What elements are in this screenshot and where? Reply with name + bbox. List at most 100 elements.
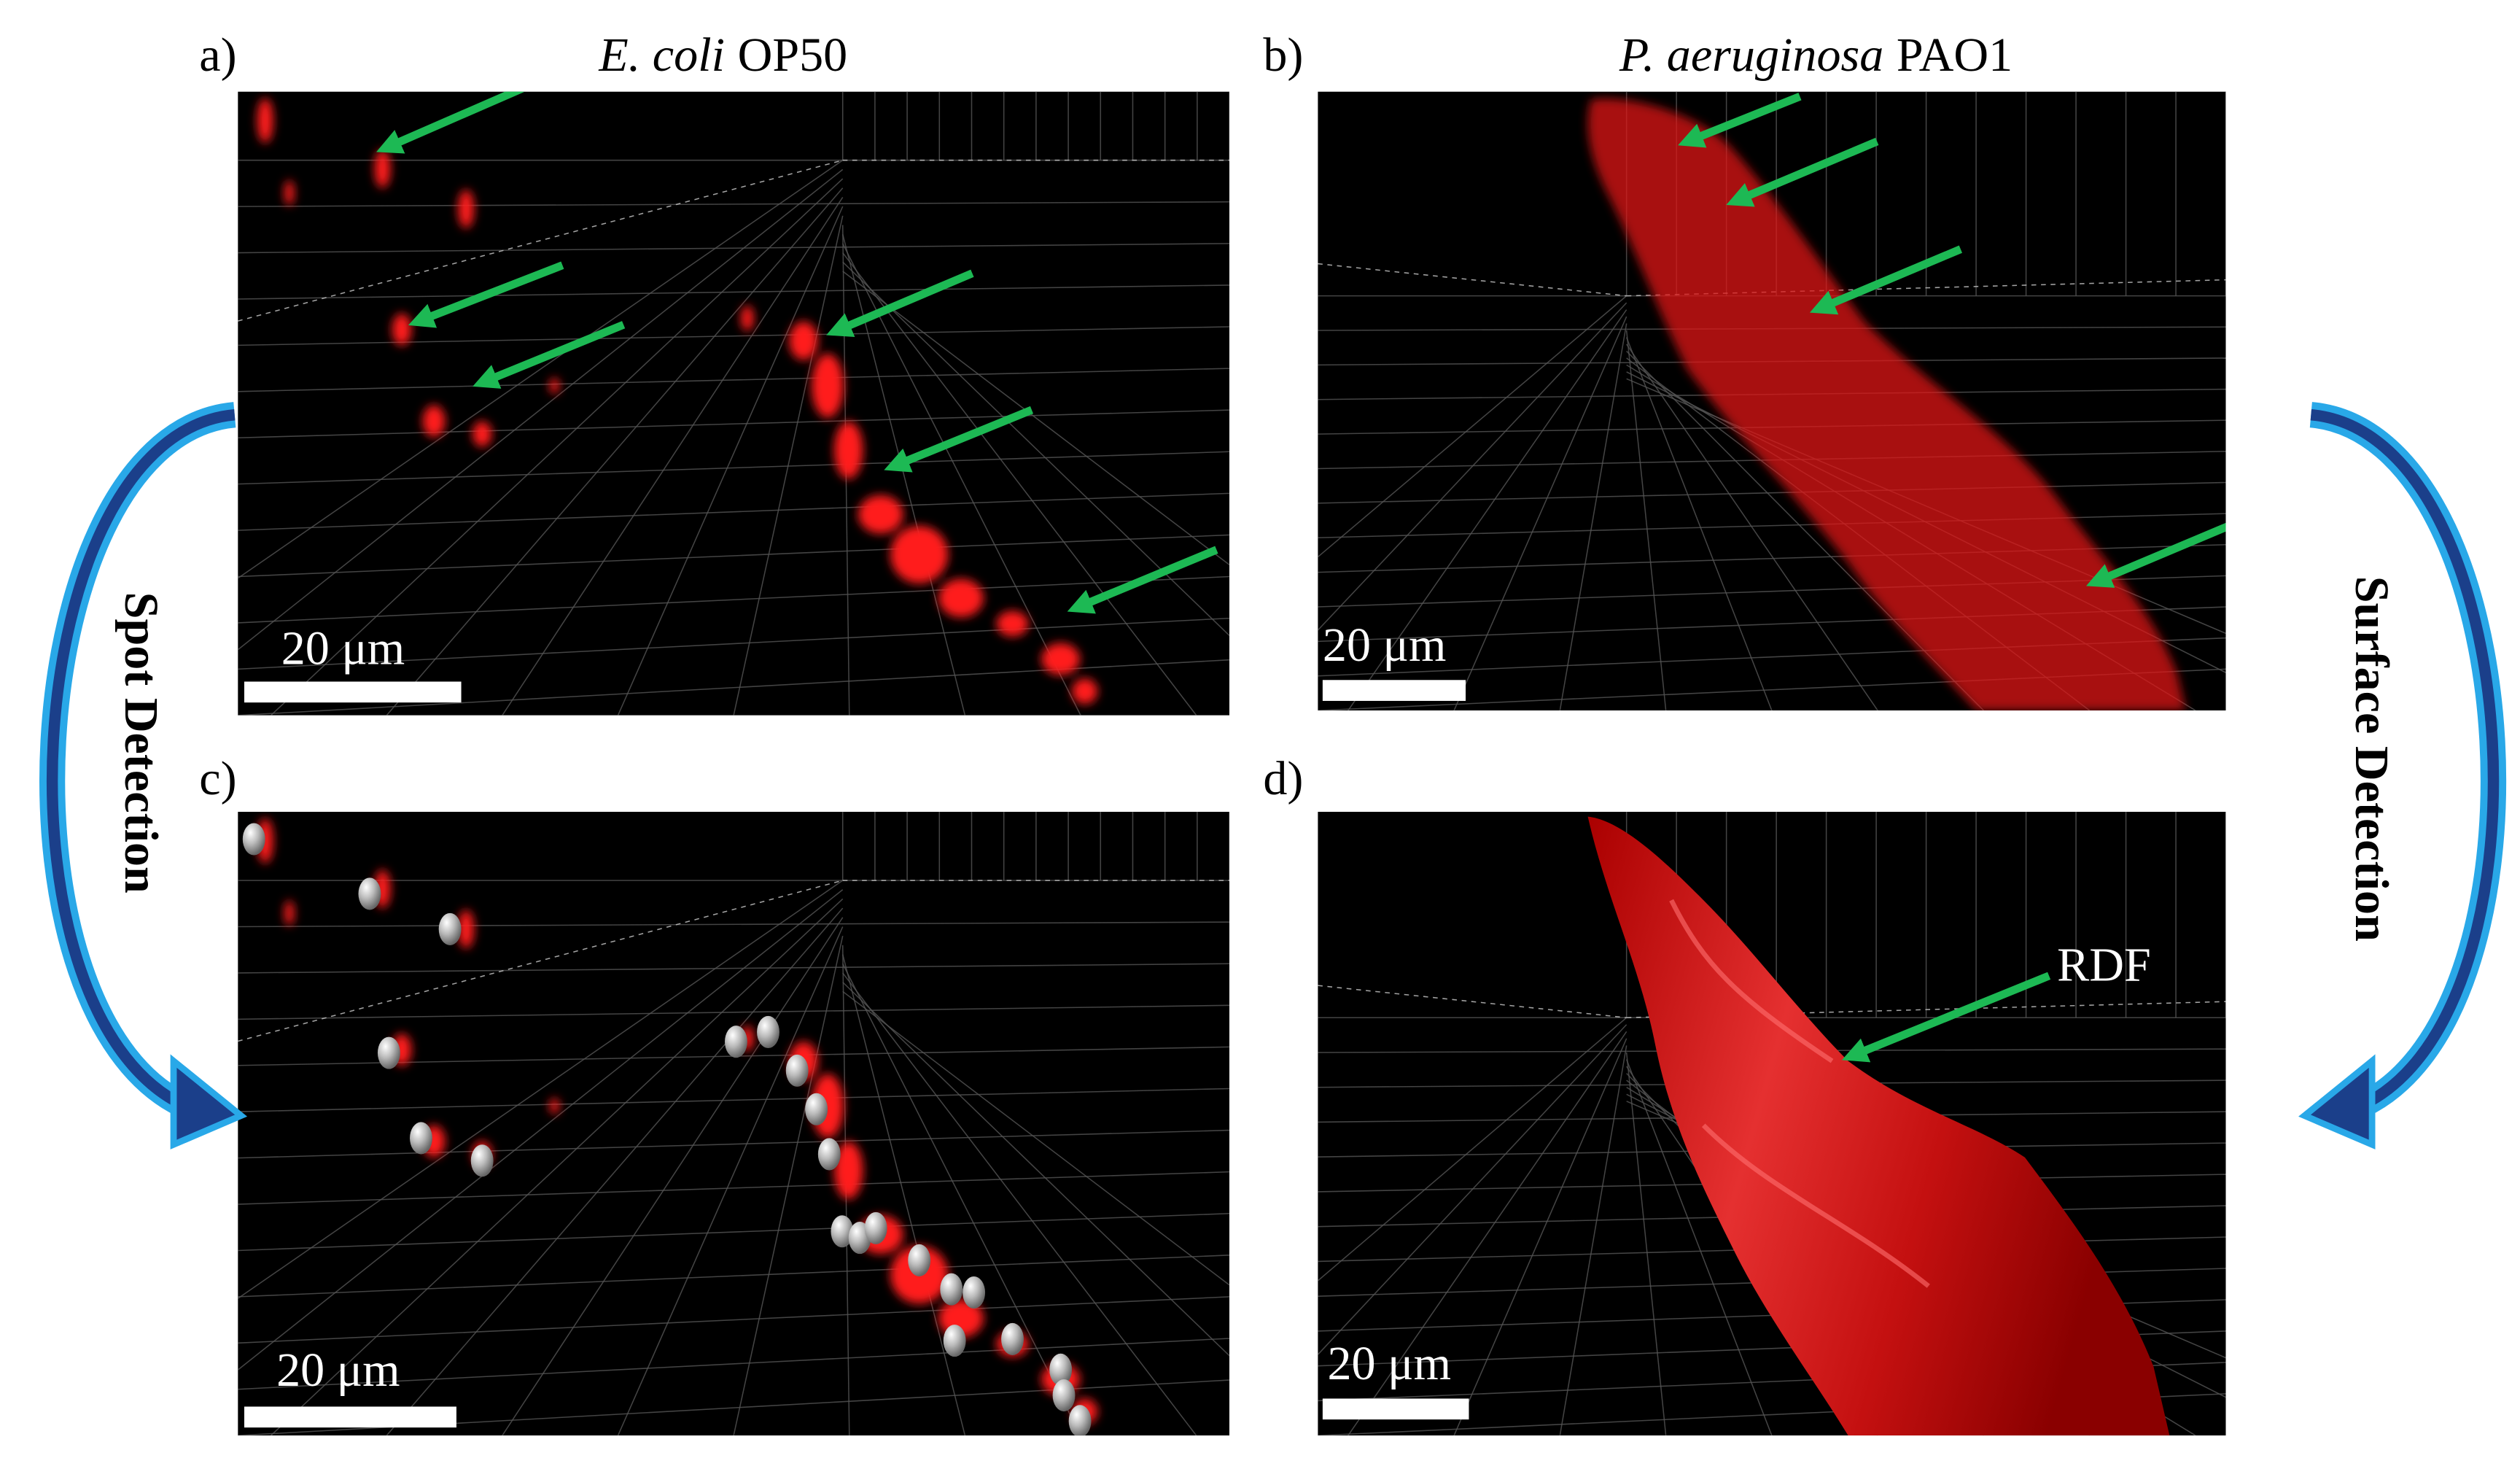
- grid-line: [842, 991, 1230, 1286]
- grid-line: [1318, 513, 2226, 539]
- species: E. coli: [598, 28, 725, 82]
- grid-line: [238, 1212, 1230, 1252]
- grid-line: [386, 187, 844, 716]
- side-label: Spot Detection: [114, 592, 168, 893]
- fluorescent-spot: [257, 98, 273, 144]
- grid-line: [842, 963, 1081, 1436]
- grid-line: [238, 409, 1230, 439]
- grid-line: [238, 243, 1230, 254]
- left-curved-arrow: [39, 402, 248, 1150]
- detected-spot: [377, 1036, 400, 1069]
- detected-spot: [242, 823, 265, 856]
- grid-line: [1625, 337, 1773, 711]
- detected-spot: [962, 1276, 986, 1309]
- fluorescent-spot: [1072, 678, 1098, 705]
- grid-line: [841, 954, 966, 1436]
- detected-spot: [1001, 1322, 1024, 1355]
- annotation: RDF: [2057, 938, 2151, 991]
- grid-line: [238, 1171, 1230, 1205]
- detected-spot: [908, 1244, 931, 1276]
- detected-spot: [864, 1212, 887, 1244]
- grid-line: [842, 982, 1230, 1357]
- scale-bar: [244, 681, 462, 703]
- grid-line: [386, 907, 844, 1436]
- grid-line: [238, 368, 1230, 392]
- fluorescent-spot: [996, 610, 1029, 637]
- grid-line: [1453, 316, 1628, 711]
- scale-bar: [1322, 680, 1466, 701]
- panel-a: [238, 91, 1230, 716]
- panel-label: c): [199, 752, 236, 805]
- grid-line: [1318, 481, 2226, 504]
- fluorescent-spot: [938, 578, 984, 618]
- grid-line: [238, 880, 844, 1300]
- fluorescent-spot: [392, 313, 412, 346]
- panel-c: [238, 812, 1230, 1436]
- detected-spot: [831, 1215, 854, 1248]
- strain: OP50: [738, 28, 848, 82]
- strain: PAO1: [1897, 28, 2012, 82]
- fluorescent-spot: [284, 179, 295, 206]
- grid-line: [238, 921, 1230, 928]
- detected-spot: [410, 1122, 432, 1155]
- figure-content: a) b) c) d) E. coli OP50 P. aeruginosa PAO…: [39, 28, 2507, 1436]
- detected-spot: [1049, 1353, 1073, 1386]
- scale-bar-label: 20 μm: [276, 1344, 400, 1397]
- scale-bar-label: 20 μm: [1328, 1337, 1452, 1390]
- detected-spot: [817, 1138, 841, 1171]
- grid-line: [238, 1004, 1230, 1020]
- box-edge: [1318, 985, 1627, 1018]
- fluorescent-spot: [549, 1098, 559, 1114]
- grid-line: [238, 1296, 1230, 1344]
- fluorescent-spot: [833, 1141, 863, 1200]
- grid-line: [1318, 1017, 1628, 1282]
- grid-line: [1348, 309, 1628, 711]
- panel-label: b): [1263, 28, 1303, 82]
- detected-spot: [757, 1015, 779, 1049]
- grid-line: [1626, 344, 1878, 711]
- detected-spot: [785, 1054, 809, 1087]
- grid-line: [842, 271, 1230, 566]
- grid-line: [238, 492, 1230, 531]
- grid-line: [238, 963, 1230, 974]
- scale-bar: [244, 1406, 456, 1428]
- species: P. aeruginosa: [1619, 28, 1883, 82]
- detected-spot: [943, 1325, 966, 1357]
- box-edge: [1318, 263, 1627, 297]
- grid-line: [1318, 295, 1628, 558]
- panel-b: [1318, 91, 2226, 711]
- grid-line: [238, 201, 1230, 207]
- grid-line: [238, 617, 1230, 670]
- panel-title: E. coli OP50: [598, 28, 847, 82]
- fluorescent-spot: [458, 910, 475, 949]
- fluorescent-spot: [422, 405, 446, 438]
- grid-line: [1625, 330, 1667, 711]
- box-edge: [238, 159, 843, 322]
- detected-spot: [940, 1273, 963, 1306]
- grid-line: [502, 917, 844, 1436]
- grid-line: [238, 1129, 1230, 1159]
- fluorescent-spot: [374, 149, 391, 188]
- scale-bar: [1322, 1398, 1469, 1420]
- grid-line: [842, 972, 1197, 1436]
- grid-line: [1625, 1052, 1667, 1436]
- grid-line: [842, 252, 1197, 716]
- box-edge: [238, 880, 843, 1042]
- fluorescent-spot: [741, 305, 754, 332]
- grid-line: [1559, 323, 1628, 711]
- grid-line: [238, 575, 1230, 624]
- side-label: Surface Detection: [2345, 576, 2398, 942]
- grid-line: [270, 898, 844, 1436]
- grid-line: [270, 178, 844, 716]
- grid-line: [617, 926, 844, 1436]
- grid-line: [1318, 1024, 1628, 1356]
- grid-line: [238, 889, 844, 1371]
- grid-line: [238, 168, 844, 651]
- fluorescent-spot: [284, 900, 295, 926]
- grid-line: [502, 197, 844, 716]
- fluorescent-spot: [458, 190, 475, 228]
- panel-d: RDF: [1318, 812, 2226, 1436]
- grid-line: [238, 284, 1230, 300]
- fluorescent-spot: [549, 377, 559, 394]
